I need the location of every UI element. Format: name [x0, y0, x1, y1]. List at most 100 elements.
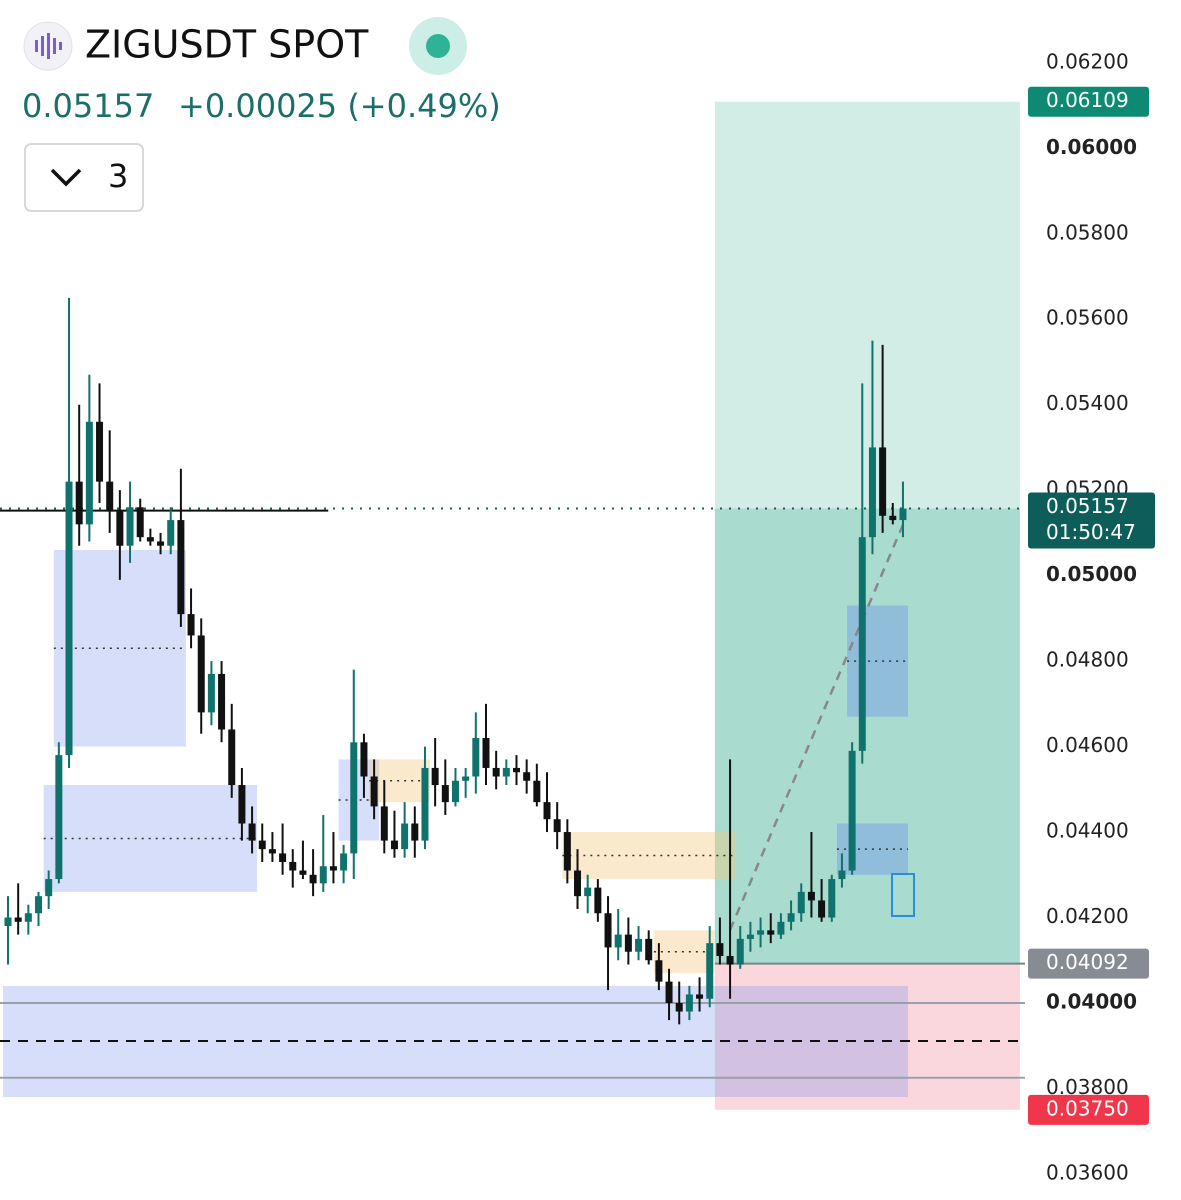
candle-body [55, 755, 63, 880]
candle-body [380, 806, 388, 841]
y-tick-label: 0.05400 [1046, 391, 1129, 415]
candle-body [594, 887, 602, 914]
candle-body [696, 994, 704, 999]
candle-body [574, 870, 582, 897]
candle-body [777, 921, 785, 935]
candle-body [207, 673, 215, 713]
y-tick-label: 0.06200 [1046, 49, 1129, 73]
candle-body [289, 861, 297, 871]
price-tag [1028, 1094, 1149, 1125]
candle-body [543, 802, 551, 820]
candle-body [858, 537, 866, 751]
candle-body [340, 853, 348, 871]
drawing-tool [891, 873, 915, 917]
price-tag-label: 0.06109 [1046, 88, 1129, 112]
candle-body [899, 508, 907, 521]
candle-body [197, 635, 205, 713]
candle-body [146, 537, 154, 542]
y-tick-label: 0.06000 [1046, 135, 1137, 159]
candle-body [299, 870, 307, 875]
candle-body [106, 481, 114, 512]
candle-body [401, 823, 409, 850]
zone [847, 605, 908, 717]
candle-body [421, 767, 429, 841]
candle-body [828, 879, 836, 918]
candle-body [187, 614, 195, 636]
candle-body [889, 515, 897, 521]
y-tick-label: 0.05000 [1046, 562, 1137, 586]
candle-body [624, 934, 632, 952]
candle-body [665, 981, 673, 1003]
candle-body [390, 840, 398, 850]
candle-body [736, 938, 744, 965]
zone [369, 759, 430, 803]
chevron [50, 168, 82, 187]
candle-body [228, 729, 236, 786]
candle-body [329, 866, 337, 871]
candle-body [309, 874, 317, 884]
candle-body [35, 896, 43, 914]
candle-body [879, 447, 887, 516]
candle-body [167, 520, 175, 546]
candle-body [614, 934, 622, 948]
candle-body [126, 507, 134, 546]
candle-body [248, 823, 256, 841]
stop-zone [714, 963, 1020, 1110]
y-tick-label: 0.05800 [1046, 220, 1129, 244]
interval-value: 3 [108, 157, 128, 195]
candle-body [14, 917, 22, 922]
candle-body [492, 767, 500, 777]
price-tag-label: 0.03750 [1046, 1096, 1129, 1120]
candle-body [685, 994, 693, 1012]
trend-line [728, 519, 907, 931]
candle-body [258, 840, 266, 850]
price-tag [1028, 492, 1155, 549]
candle-body [533, 780, 541, 803]
candle-body [797, 891, 805, 914]
candle-body [584, 887, 592, 897]
candle-body [360, 742, 368, 777]
price-tag [1028, 86, 1149, 117]
y-tick-label: 0.04800 [1046, 648, 1129, 672]
y-tick-label: 0.04000 [1046, 989, 1137, 1013]
candle-body [411, 823, 419, 841]
y-tick-label: 0.05600 [1046, 306, 1129, 330]
candle-body [706, 943, 714, 999]
candle-body [513, 767, 520, 773]
price-tag-label: 0.04092 [1046, 950, 1129, 974]
candle-body [451, 780, 459, 803]
candle-body [431, 767, 439, 786]
candle-body [787, 913, 795, 922]
last-price: 0.05157 [22, 87, 154, 125]
candle-body [441, 785, 449, 803]
candle-body [767, 930, 775, 935]
candle-body [868, 447, 876, 538]
candle-body [45, 879, 53, 897]
candle-body [116, 511, 124, 546]
countdown: 01:50:47 [1046, 520, 1136, 544]
candle-body [563, 832, 571, 871]
candle-body [279, 853, 287, 862]
candle-body [268, 849, 276, 854]
price-tag [1028, 948, 1149, 979]
candle-body [238, 785, 246, 824]
status-dot [426, 34, 450, 58]
candle-body [757, 930, 765, 935]
candle-body [655, 960, 663, 982]
y-tick-label: 0.04400 [1046, 819, 1129, 843]
profit-zone [714, 508, 1020, 964]
candle-body [523, 772, 531, 781]
candle-body [218, 673, 226, 730]
y-tick-label: 0.04200 [1046, 904, 1129, 928]
price-tag-label: 0.05157 [1046, 494, 1129, 518]
candle-body [462, 776, 470, 781]
candle-body [807, 891, 815, 901]
y-tick-label: 0.03600 [1046, 1160, 1129, 1184]
symbol-title: ZIGUSDT SPOT [85, 23, 369, 67]
interval-dropdown[interactable] [24, 143, 144, 212]
price-change: +0.00025 (+0.49%) [178, 87, 501, 125]
candle-body [726, 955, 734, 965]
zone [562, 832, 736, 880]
candle-body [746, 934, 754, 939]
